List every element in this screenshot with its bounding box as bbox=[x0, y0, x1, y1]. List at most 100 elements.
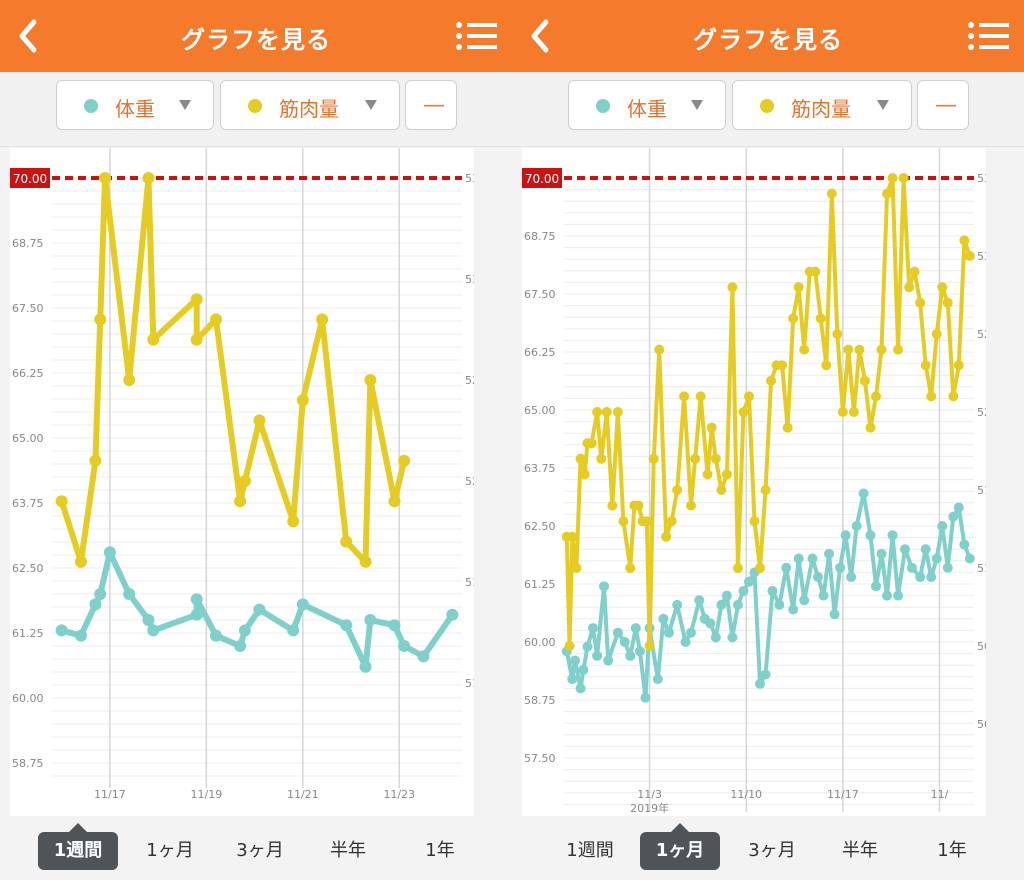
muscle-data-point bbox=[296, 394, 309, 407]
weight-data-point bbox=[824, 548, 835, 559]
muscle-data-point bbox=[74, 555, 87, 568]
muscle-dropdown[interactable]: 筋肉量 bbox=[732, 80, 912, 130]
y-axis-left-tick-label: 67.50 bbox=[12, 302, 44, 315]
list-menu-icon[interactable] bbox=[966, 16, 1012, 56]
muscle-data-point bbox=[826, 188, 837, 199]
target-badge bbox=[522, 168, 562, 188]
muscle-data-point bbox=[661, 531, 672, 542]
weight-data-point bbox=[813, 572, 824, 583]
weight-data-point bbox=[926, 572, 937, 583]
weight-data-point bbox=[686, 627, 697, 638]
weight-data-point bbox=[721, 590, 732, 601]
muscle-data-point bbox=[716, 485, 727, 495]
muscle-data-point bbox=[234, 495, 247, 508]
tab-1week[interactable]: 1週間 bbox=[38, 823, 118, 870]
y-axis-left-tick-label: 65.00 bbox=[524, 404, 556, 417]
weight-data-point bbox=[582, 641, 593, 652]
chevron-left-icon[interactable] bbox=[522, 16, 562, 56]
page-title: グラフを見る bbox=[181, 26, 331, 54]
y-axis-left-tick-label: 58.75 bbox=[524, 694, 556, 707]
y-axis-left-tick-label: 63.75 bbox=[524, 462, 556, 475]
page-title: グラフを見る bbox=[693, 26, 843, 54]
weight-data-point bbox=[388, 619, 401, 632]
line-chart: 68.75 67.50 66.25 65.00 63.75 62.50 61.25 60.00… bbox=[522, 148, 986, 815]
remove-series-button[interactable]: — bbox=[917, 80, 969, 130]
weight-series-line bbox=[564, 491, 972, 700]
x-axis-tick-label: 11/19 bbox=[191, 788, 223, 801]
weight-data-point bbox=[906, 562, 917, 573]
muscle-data-point bbox=[766, 375, 777, 386]
muscle-series-line bbox=[564, 176, 972, 648]
tab-1month[interactable]: 1ヶ月 bbox=[146, 840, 194, 861]
muscle-data-point bbox=[732, 563, 743, 573]
muscle-data-point bbox=[964, 251, 975, 261]
y-axis-left-tick-label: 61.25 bbox=[12, 627, 44, 640]
chevron-left-icon[interactable] bbox=[10, 16, 50, 56]
weight-data-point bbox=[359, 660, 372, 673]
y-axis-right-tick-label: 52.50 bbox=[977, 328, 986, 341]
weight-data-point bbox=[147, 624, 160, 637]
list-menu-icon[interactable] bbox=[454, 16, 500, 56]
weight-data-point bbox=[846, 572, 857, 583]
weight-data-point bbox=[630, 623, 641, 634]
muscle-data-point bbox=[641, 516, 652, 527]
muscle-data-point bbox=[832, 329, 843, 339]
muscle-data-point bbox=[625, 563, 636, 573]
muscle-data-point bbox=[690, 453, 701, 464]
y-axis-left-tick-label: 60.00 bbox=[12, 692, 44, 705]
tab-1year[interactable]: 1年 bbox=[425, 840, 455, 861]
weight-data-point bbox=[190, 608, 203, 621]
weight-data-point bbox=[190, 593, 203, 606]
muscle-data-point bbox=[648, 453, 659, 464]
muscle-data-point bbox=[601, 407, 612, 417]
phone-screen-week: グラフを見る 体重 筋肉量 — 68.75 67.50 66.25 65.00 63.7… bbox=[0, 0, 512, 880]
target-badge bbox=[10, 168, 50, 188]
muscle-dropdown[interactable]: 筋肉量 bbox=[220, 80, 400, 130]
weight-dropdown[interactable]: 体重 bbox=[568, 80, 726, 130]
weight-data-point bbox=[937, 521, 948, 531]
muscle-data-point bbox=[710, 453, 721, 464]
weight-data-point bbox=[865, 530, 876, 541]
weight-data-point bbox=[94, 588, 107, 600]
x-axis-tick-label: 11/23 bbox=[383, 788, 415, 801]
tab-half-year[interactable]: 半年 bbox=[330, 840, 366, 861]
weight-data-point bbox=[103, 546, 116, 559]
muscle-data-point bbox=[882, 188, 893, 199]
muscle-dropdown-label: 筋肉量 bbox=[791, 97, 851, 121]
muscle-data-point bbox=[89, 454, 102, 467]
tab-3months[interactable]: 3ヶ月 bbox=[748, 840, 796, 861]
tab-3months[interactable]: 3ヶ月 bbox=[236, 840, 284, 861]
chart-area: 68.75 67.50 66.25 65.00 63.75 62.50 61.25 60.00… bbox=[10, 148, 474, 816]
muscle-data-point bbox=[920, 360, 931, 371]
muscle-data-point bbox=[721, 469, 732, 480]
tab-1year[interactable]: 1年 bbox=[937, 840, 967, 861]
muscle-data-point bbox=[815, 313, 826, 324]
muscle-data-point bbox=[931, 329, 942, 339]
weight-data-point bbox=[948, 511, 959, 522]
muscle-data-point bbox=[870, 391, 881, 402]
tab-1month[interactable]: 1ヶ月 bbox=[640, 823, 720, 870]
weight-data-point bbox=[781, 562, 792, 573]
weight-data-point bbox=[870, 581, 881, 592]
y-axis-right-tick-label: 53.50 bbox=[465, 172, 474, 185]
weight-data-point bbox=[899, 544, 910, 555]
weight-data-point bbox=[738, 585, 749, 596]
tab-1week[interactable]: 1週間 bbox=[566, 840, 614, 861]
period-tabs: 1週間 1ヶ月 3ヶ月 半年 1年 bbox=[0, 818, 512, 880]
muscle-data-point bbox=[398, 454, 411, 467]
remove-series-button[interactable]: — bbox=[405, 80, 457, 130]
weight-data-point bbox=[931, 553, 942, 564]
weight-data-point bbox=[953, 502, 964, 513]
tab-half-year[interactable]: 半年 bbox=[842, 840, 878, 861]
muscle-data-point bbox=[190, 293, 203, 306]
weight-dropdown[interactable]: 体重 bbox=[56, 80, 214, 130]
weight-data-point bbox=[612, 627, 623, 638]
weight-data-point bbox=[876, 548, 887, 559]
y-axis-right-tick-label: 53.00 bbox=[977, 250, 986, 263]
muscle-data-point bbox=[942, 297, 953, 308]
weight-data-point bbox=[807, 553, 818, 564]
weight-data-point bbox=[253, 603, 266, 616]
x-axis-tick-label: 11/21 bbox=[287, 788, 319, 801]
phone-screen-month: グラフを見る 体重 筋肉量 — 68.75 67.50 66.25 65.00 63.7… bbox=[512, 0, 1024, 880]
muscle-data-point bbox=[865, 422, 876, 433]
